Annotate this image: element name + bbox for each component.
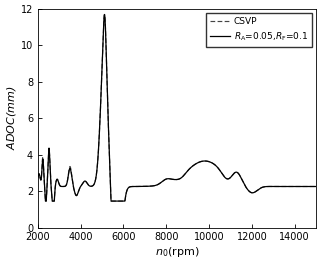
CSVP xyxy=(265,185,269,188)
CSVP xyxy=(314,185,318,188)
CSVP xyxy=(244,185,247,188)
$R_{\mathrm{A}}$=0.05,$R_{\mathrm{F}}$=0.1 xyxy=(314,185,318,188)
$R_{\mathrm{A}}$=0.05,$R_{\mathrm{F}}$=0.1 xyxy=(87,183,91,187)
CSVP xyxy=(203,159,207,163)
$R_{\mathrm{A}}$=0.05,$R_{\mathrm{F}}$=0.1 xyxy=(265,185,269,188)
$R_{\mathrm{A}}$=0.05,$R_{\mathrm{F}}$=0.1 xyxy=(103,13,107,16)
Line: CSVP: CSVP xyxy=(38,15,316,201)
Legend: CSVP, $R_{\mathrm{A}}$=0.05,$R_{\mathrm{F}}$=0.1: CSVP, $R_{\mathrm{A}}$=0.05,$R_{\mathrm{… xyxy=(206,13,312,47)
CSVP xyxy=(217,168,221,171)
$R_{\mathrm{A}}$=0.05,$R_{\mathrm{F}}$=0.1 xyxy=(36,176,40,179)
Line: $R_{\mathrm{A}}$=0.05,$R_{\mathrm{F}}$=0.1: $R_{\mathrm{A}}$=0.05,$R_{\mathrm{F}}$=0… xyxy=(38,15,316,201)
$R_{\mathrm{A}}$=0.05,$R_{\mathrm{F}}$=0.1 xyxy=(43,200,47,203)
CSVP xyxy=(103,13,107,16)
$R_{\mathrm{A}}$=0.05,$R_{\mathrm{F}}$=0.1 xyxy=(143,185,146,188)
CSVP xyxy=(36,176,40,179)
CSVP xyxy=(143,185,146,188)
X-axis label: $n_0$(rpm): $n_0$(rpm) xyxy=(155,245,199,259)
$R_{\mathrm{A}}$=0.05,$R_{\mathrm{F}}$=0.1 xyxy=(217,168,221,171)
CSVP xyxy=(43,200,47,203)
CSVP xyxy=(87,183,91,187)
$R_{\mathrm{A}}$=0.05,$R_{\mathrm{F}}$=0.1 xyxy=(244,185,247,188)
Y-axis label: $ADOC$(mm): $ADOC$(mm) xyxy=(5,86,18,150)
$R_{\mathrm{A}}$=0.05,$R_{\mathrm{F}}$=0.1 xyxy=(203,159,207,163)
